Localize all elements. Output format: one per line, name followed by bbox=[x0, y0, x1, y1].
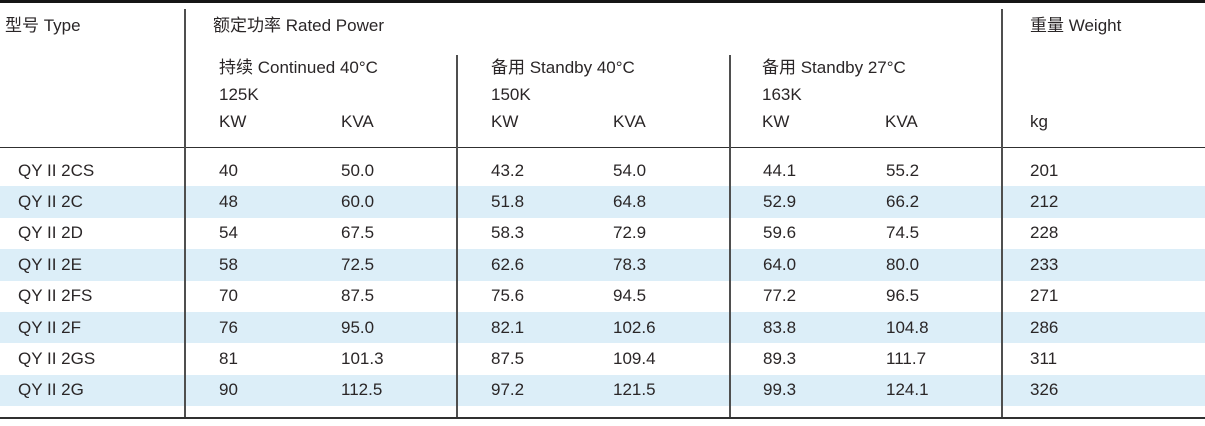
standby27-kva-cell: 74.5 bbox=[886, 223, 920, 243]
standby27-kw-cell: 59.6 bbox=[763, 223, 797, 243]
standby40-kw-cell: 58.3 bbox=[491, 223, 525, 243]
group-continued-40c-title: 持续 Continued 40°C bbox=[219, 58, 378, 77]
weight-cell: 233 bbox=[1030, 254, 1059, 274]
standby27-kw-cell: 44.1 bbox=[763, 160, 797, 180]
type-column-divider bbox=[184, 9, 186, 417]
continued-kva-cell: 60.0 bbox=[341, 192, 375, 212]
model-type-cell: QY II 2GS bbox=[18, 349, 96, 369]
standby40-kva-cell: 121.5 bbox=[613, 380, 656, 400]
standby40-kva-cell: 54.0 bbox=[613, 160, 647, 180]
continued-kva-cell: 112.5 bbox=[341, 380, 383, 400]
continued-kw-cell: 70 bbox=[219, 286, 238, 306]
continued-kva-cell: 101.3 bbox=[341, 349, 384, 369]
model-type-cell: QY II 2G bbox=[18, 380, 84, 400]
table-row: QY II 2C 48 60.0 51.8 64.8 52.9 66.2 212 bbox=[0, 186, 1205, 218]
standby40-kva-cell: 109.4 bbox=[613, 349, 656, 369]
standby40-kw-cell: 82.1 bbox=[491, 317, 525, 337]
table-body: QY II 2CS 40 50.0 43.2 54.0 44.1 55.2 20… bbox=[0, 155, 1205, 407]
standby27-kva-cell: 124.1 bbox=[886, 380, 929, 400]
group1-kva-label: KVA bbox=[341, 112, 374, 131]
standby40-kva-cell: 78.3 bbox=[613, 254, 647, 274]
group-continued-40c-subtitle: 125K bbox=[219, 85, 259, 104]
continued-kva-cell: 50.0 bbox=[341, 160, 375, 180]
continued-kva-cell: 67.5 bbox=[341, 223, 375, 243]
standby27-kw-cell: 89.3 bbox=[763, 349, 797, 369]
group-standby-40c-title: 备用 Standby 40°C bbox=[491, 58, 635, 77]
continued-kw-cell: 48 bbox=[219, 192, 238, 212]
header-separator-line bbox=[0, 147, 1205, 148]
standby27-kw-cell: 52.9 bbox=[763, 192, 797, 212]
standby27-group-divider bbox=[729, 55, 731, 417]
group2-kva-label: KVA bbox=[613, 112, 646, 131]
type-column-header: 型号 Type bbox=[5, 16, 81, 35]
standby40-kva-cell: 102.6 bbox=[613, 317, 656, 337]
table-row: QY II 2FS 70 87.5 75.6 94.5 77.2 96.5 27… bbox=[0, 281, 1205, 312]
weight-cell: 212 bbox=[1030, 192, 1059, 212]
standby40-kw-cell: 43.2 bbox=[491, 160, 525, 180]
standby27-kva-cell: 104.8 bbox=[886, 317, 929, 337]
standby27-kva-cell: 66.2 bbox=[886, 192, 920, 212]
table-row: QY II 2GS 81 101.3 87.5 109.4 89.3 111.7… bbox=[0, 343, 1205, 374]
weight-unit-label: kg bbox=[1030, 112, 1048, 131]
standby27-kw-cell: 99.3 bbox=[763, 380, 797, 400]
table-row: QY II 2F 76 95.0 82.1 102.6 83.8 104.8 2… bbox=[0, 311, 1205, 344]
standby40-kw-cell: 97.2 bbox=[491, 380, 525, 400]
continued-kva-cell: 87.5 bbox=[341, 286, 375, 306]
group-standby-27c-title: 备用 Standby 27°C bbox=[762, 58, 906, 77]
model-type-cell: QY II 2F bbox=[18, 317, 81, 337]
continued-kw-cell: 58 bbox=[219, 254, 238, 274]
standby27-kw-cell: 83.8 bbox=[763, 317, 797, 337]
standby27-kva-cell: 96.5 bbox=[886, 286, 920, 306]
model-type-cell: QY II 2FS bbox=[18, 286, 93, 306]
weight-cell: 271 bbox=[1030, 286, 1059, 306]
standby40-kva-cell: 64.8 bbox=[613, 192, 647, 212]
standby40-kw-cell: 75.6 bbox=[491, 286, 525, 306]
table-row: QY II 2E 58 72.5 62.6 78.3 64.0 80.0 233 bbox=[0, 249, 1205, 281]
model-type-cell: QY II 2C bbox=[18, 192, 83, 212]
table-row: QY II 2D 54 67.5 58.3 72.9 59.6 74.5 228 bbox=[0, 218, 1205, 249]
standby27-kva-cell: 55.2 bbox=[886, 160, 920, 180]
group-standby-40c-subtitle: 150K bbox=[491, 85, 531, 104]
weight-cell: 201 bbox=[1030, 160, 1059, 180]
continued-kva-cell: 95.0 bbox=[341, 317, 375, 337]
weight-cell: 311 bbox=[1030, 349, 1058, 369]
weight-cell: 286 bbox=[1030, 317, 1059, 337]
standby27-kw-cell: 77.2 bbox=[763, 286, 797, 306]
weight-column-divider bbox=[1001, 9, 1003, 417]
table-row: QY II 2CS 40 50.0 43.2 54.0 44.1 55.2 20… bbox=[0, 155, 1205, 186]
continued-kva-cell: 72.5 bbox=[341, 254, 375, 274]
standby27-kva-cell: 80.0 bbox=[886, 254, 920, 274]
model-type-cell: QY II 2D bbox=[18, 223, 83, 243]
weight-cell: 326 bbox=[1030, 380, 1059, 400]
standby40-kw-cell: 87.5 bbox=[491, 349, 525, 369]
rated-power-column-header: 额定功率 Rated Power bbox=[213, 16, 384, 35]
group-standby-27c-subtitle: 163K bbox=[762, 85, 802, 104]
continued-kw-cell: 40 bbox=[219, 160, 238, 180]
standby40-kw-cell: 51.8 bbox=[491, 192, 525, 212]
standby40-kw-cell: 62.6 bbox=[491, 254, 525, 274]
table-top-border bbox=[0, 0, 1205, 3]
standby27-kva-cell: 111.7 bbox=[886, 349, 927, 369]
standby40-kva-cell: 94.5 bbox=[613, 286, 647, 306]
continued-kw-cell: 54 bbox=[219, 223, 238, 243]
continued-kw-cell: 76 bbox=[219, 317, 238, 337]
model-type-cell: QY II 2CS bbox=[18, 160, 95, 180]
weight-column-header: 重量 Weight bbox=[1030, 16, 1122, 35]
table-bottom-border bbox=[0, 417, 1205, 419]
standby40-kva-cell: 72.9 bbox=[613, 223, 647, 243]
group1-kw-label: KW bbox=[219, 112, 247, 131]
standby40-group-divider bbox=[456, 55, 458, 417]
continued-kw-cell: 81 bbox=[219, 349, 238, 369]
standby27-kw-cell: 64.0 bbox=[763, 254, 797, 274]
weight-cell: 228 bbox=[1030, 223, 1059, 243]
model-type-cell: QY II 2E bbox=[18, 254, 82, 274]
table-row: QY II 2G 90 112.5 97.2 121.5 99.3 124.1 … bbox=[0, 374, 1205, 407]
group3-kva-label: KVA bbox=[885, 112, 918, 131]
group2-kw-label: KW bbox=[491, 112, 519, 131]
continued-kw-cell: 90 bbox=[219, 380, 238, 400]
group3-kw-label: KW bbox=[762, 112, 790, 131]
